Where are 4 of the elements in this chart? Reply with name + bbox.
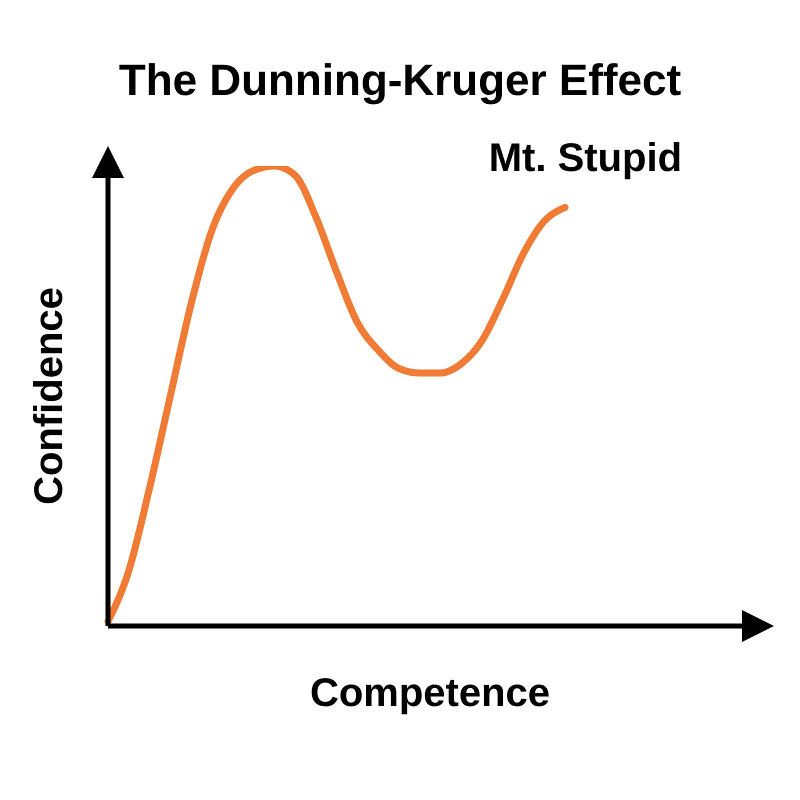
annotation: Mt. Stupid — [488, 136, 682, 181]
chart-title: The Dunning-Kruger Effect — [118, 56, 682, 105]
y-axis-title: Confidence — [27, 287, 72, 505]
x-axis-title: Competence — [310, 671, 550, 715]
